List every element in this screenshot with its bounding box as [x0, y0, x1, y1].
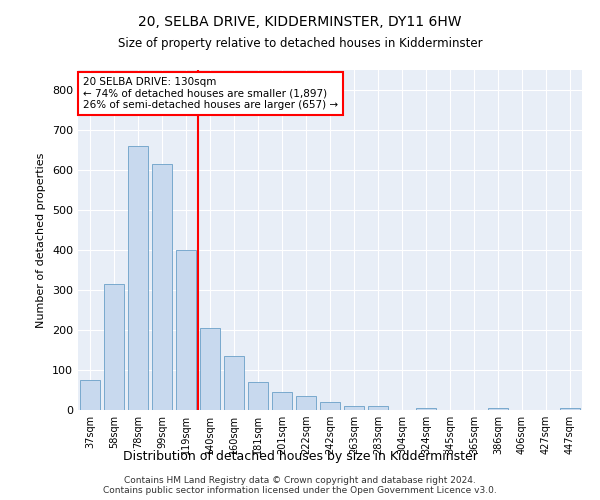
Bar	[152, 164, 172, 410]
Bar	[344, 406, 364, 410]
Text: Contains HM Land Registry data © Crown copyright and database right 2024.: Contains HM Land Registry data © Crown c…	[124, 476, 476, 485]
Bar	[368, 406, 388, 410]
Bar	[320, 402, 340, 410]
Bar	[272, 392, 292, 410]
Text: Contains public sector information licensed under the Open Government Licence v3: Contains public sector information licen…	[103, 486, 497, 495]
Text: Distribution of detached houses by size in Kidderminster: Distribution of detached houses by size …	[122, 450, 478, 463]
Bar	[200, 328, 220, 410]
Bar	[128, 146, 148, 410]
Bar	[560, 408, 580, 410]
Bar	[176, 250, 196, 410]
Y-axis label: Number of detached properties: Number of detached properties	[37, 152, 46, 328]
Bar	[80, 380, 100, 410]
Text: 20, SELBA DRIVE, KIDDERMINSTER, DY11 6HW: 20, SELBA DRIVE, KIDDERMINSTER, DY11 6HW	[138, 15, 462, 29]
Bar	[488, 408, 508, 410]
Bar	[248, 382, 268, 410]
Bar	[224, 356, 244, 410]
Text: 20 SELBA DRIVE: 130sqm
← 74% of detached houses are smaller (1,897)
26% of semi-: 20 SELBA DRIVE: 130sqm ← 74% of detached…	[83, 77, 338, 110]
Bar	[104, 284, 124, 410]
Bar	[296, 396, 316, 410]
Bar	[416, 408, 436, 410]
Text: Size of property relative to detached houses in Kidderminster: Size of property relative to detached ho…	[118, 38, 482, 51]
